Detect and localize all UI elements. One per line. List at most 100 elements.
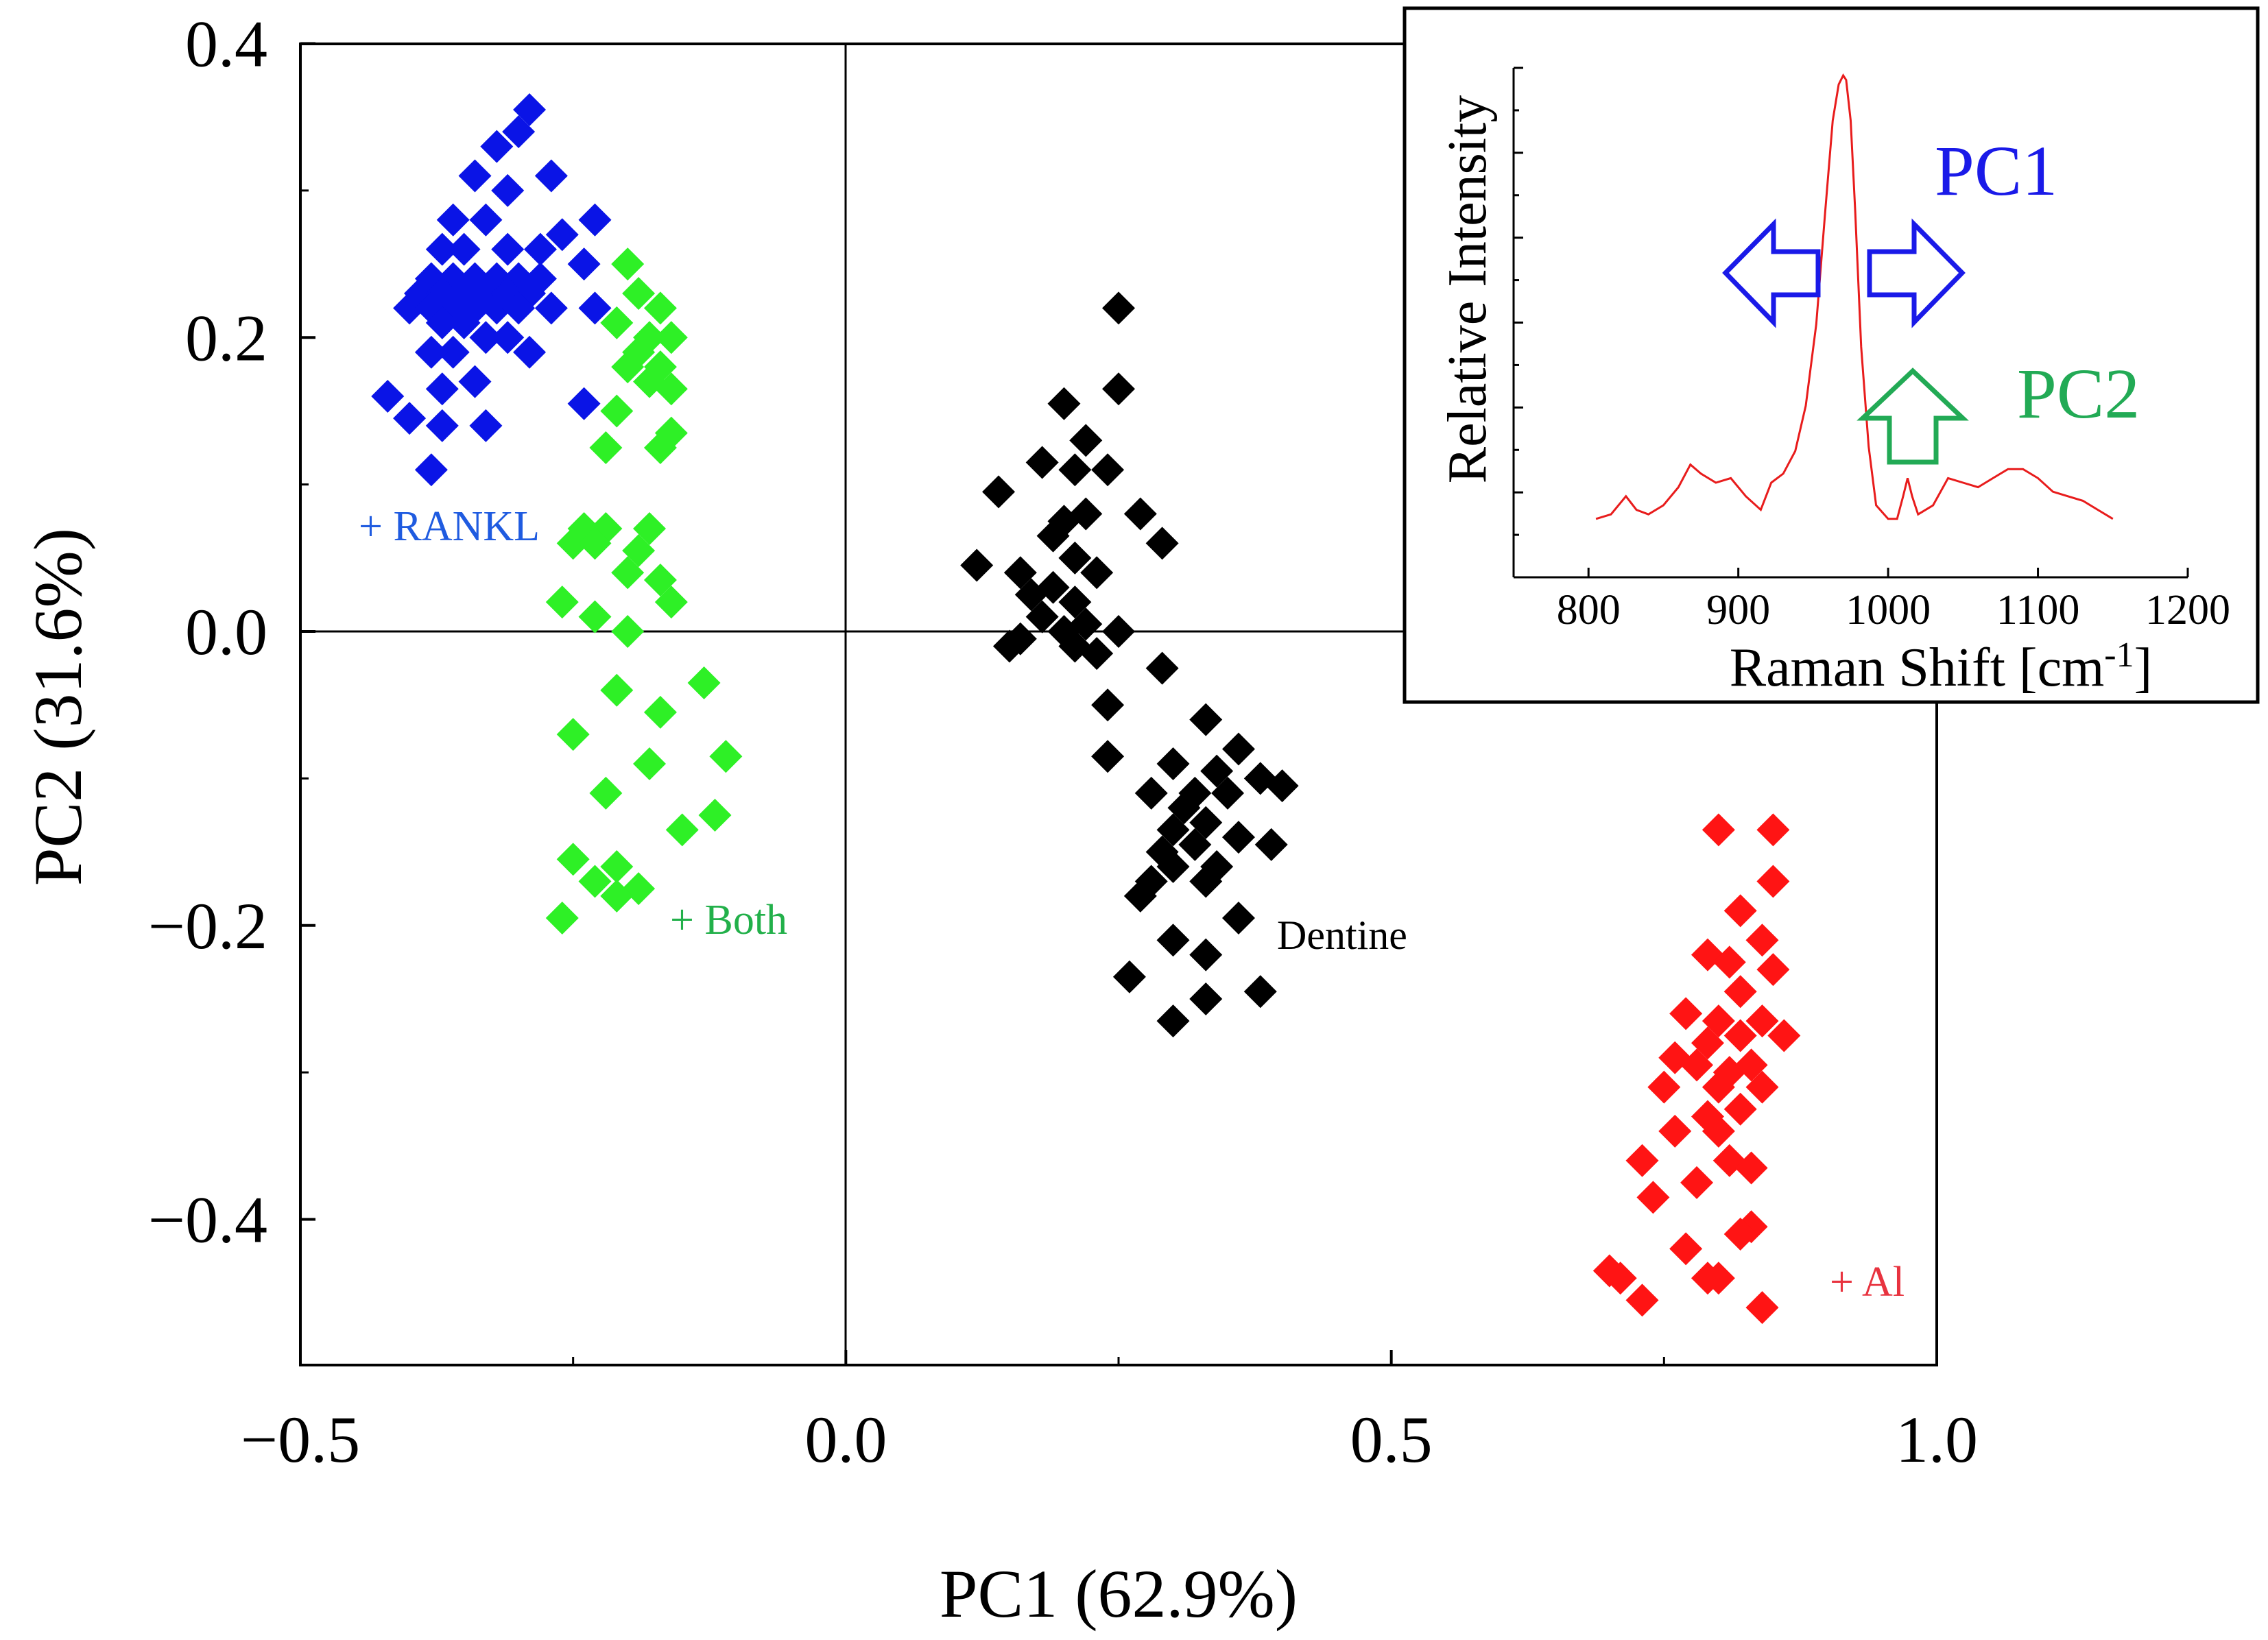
point-both	[633, 747, 667, 780]
raman-spectrum-line	[1595, 73, 2114, 520]
point-rankl	[371, 380, 405, 413]
point-dentine	[1134, 776, 1168, 810]
point-dentine	[1058, 586, 1092, 619]
point-dentine	[1156, 850, 1190, 883]
point-al	[1745, 1291, 1779, 1325]
point-dentine	[1102, 615, 1135, 648]
point-al	[1723, 1217, 1757, 1251]
point-dentine	[1156, 813, 1190, 847]
point-al	[1756, 865, 1790, 898]
point-both	[611, 556, 645, 590]
point-both	[556, 843, 590, 876]
point-al	[1712, 945, 1746, 979]
point-al	[1636, 1181, 1670, 1214]
point-both	[709, 740, 743, 773]
point-rankl	[458, 365, 492, 398]
point-dentine	[1211, 776, 1245, 810]
point-dentine	[1080, 556, 1114, 590]
point-both	[545, 586, 579, 619]
point-rankl	[480, 130, 514, 163]
inset-x-tick-label: 800	[1557, 587, 1621, 634]
point-al	[1647, 1070, 1681, 1104]
point-both	[643, 563, 677, 596]
scatter-points	[371, 93, 1801, 1325]
point-al	[1680, 1048, 1714, 1082]
y-tick-label: −0.2	[148, 889, 267, 963]
point-rankl	[469, 203, 503, 237]
point-rankl	[425, 372, 459, 406]
point-al	[1702, 813, 1735, 847]
point-dentine	[1221, 902, 1255, 935]
point-dentine	[1145, 651, 1179, 685]
point-both	[611, 615, 645, 648]
point-both	[611, 350, 645, 384]
point-dentine	[1189, 982, 1223, 1015]
point-dentine	[1254, 828, 1288, 861]
point-al	[1680, 1166, 1714, 1199]
label-al: + Al	[1830, 1259, 1905, 1305]
point-al	[1702, 1004, 1735, 1038]
point-rankl	[469, 321, 503, 354]
point-dentine	[1047, 387, 1081, 420]
point-both	[654, 372, 688, 406]
point-rankl	[567, 387, 601, 420]
point-al	[1723, 1092, 1757, 1126]
point-rankl	[393, 402, 427, 435]
point-dentine	[1069, 424, 1103, 457]
point-dentine	[1123, 497, 1157, 531]
point-both	[556, 718, 590, 751]
point-dentine	[960, 548, 994, 582]
point-dentine	[1091, 688, 1125, 722]
label-dentine: Dentine	[1277, 913, 1407, 958]
point-dentine	[1102, 372, 1135, 406]
point-rankl	[414, 335, 448, 369]
arrow-right-icon	[1867, 218, 1966, 328]
point-al	[1745, 1004, 1779, 1038]
point-al	[1745, 1070, 1779, 1104]
point-both	[665, 813, 699, 847]
inset-axis-ticks: 800 900 1000 1100 1200	[1514, 67, 2230, 634]
point-al	[1669, 1232, 1703, 1266]
point-dentine	[1080, 637, 1114, 671]
point-both	[654, 321, 688, 354]
point-dentine	[1156, 1004, 1190, 1038]
y-tick-label: −0.4	[148, 1183, 267, 1257]
inset-y-title: Relative Intensity	[1437, 95, 1498, 484]
point-both	[600, 850, 634, 883]
point-al	[1734, 1151, 1768, 1185]
inset-x-tick-label: 900	[1706, 587, 1770, 634]
x-tick-label: 0.5	[1350, 1403, 1433, 1476]
point-rankl	[469, 409, 503, 442]
point-both	[622, 276, 656, 310]
point-al	[1702, 1114, 1735, 1148]
point-dentine	[1025, 600, 1059, 634]
point-rankl	[447, 232, 481, 266]
point-both	[578, 527, 612, 560]
point-al	[1767, 1019, 1801, 1052]
point-both	[654, 586, 688, 619]
y-tick-label: 0.2	[185, 301, 267, 374]
x-tick-label: 0.0	[804, 1403, 887, 1476]
inset-x-tick-label: 1100	[1996, 587, 2080, 634]
point-dentine	[1156, 747, 1190, 780]
point-rankl	[425, 409, 459, 442]
point-dentine	[1025, 446, 1059, 479]
point-dentine	[1265, 769, 1299, 803]
point-both	[633, 511, 667, 545]
point-rankl	[545, 218, 579, 252]
point-al	[1702, 1070, 1735, 1104]
point-al	[1691, 1026, 1724, 1060]
point-rankl	[491, 321, 525, 354]
label-rankl: + RANKL	[359, 503, 540, 550]
inset-spectrum: 800 900 1000 1100 1200 Raman Shift [cm-1] Re…	[1402, 6, 2260, 704]
point-rankl	[502, 291, 536, 325]
inset-x-tick-label: 1000	[1846, 587, 1931, 634]
point-rankl	[480, 291, 514, 325]
y-tick-label: 0.0	[185, 595, 267, 668]
point-rankl	[523, 232, 557, 266]
point-both	[611, 248, 645, 281]
point-dentine	[1200, 754, 1234, 788]
point-al	[1723, 975, 1757, 1009]
point-rankl	[513, 335, 547, 369]
point-rankl	[502, 115, 536, 149]
